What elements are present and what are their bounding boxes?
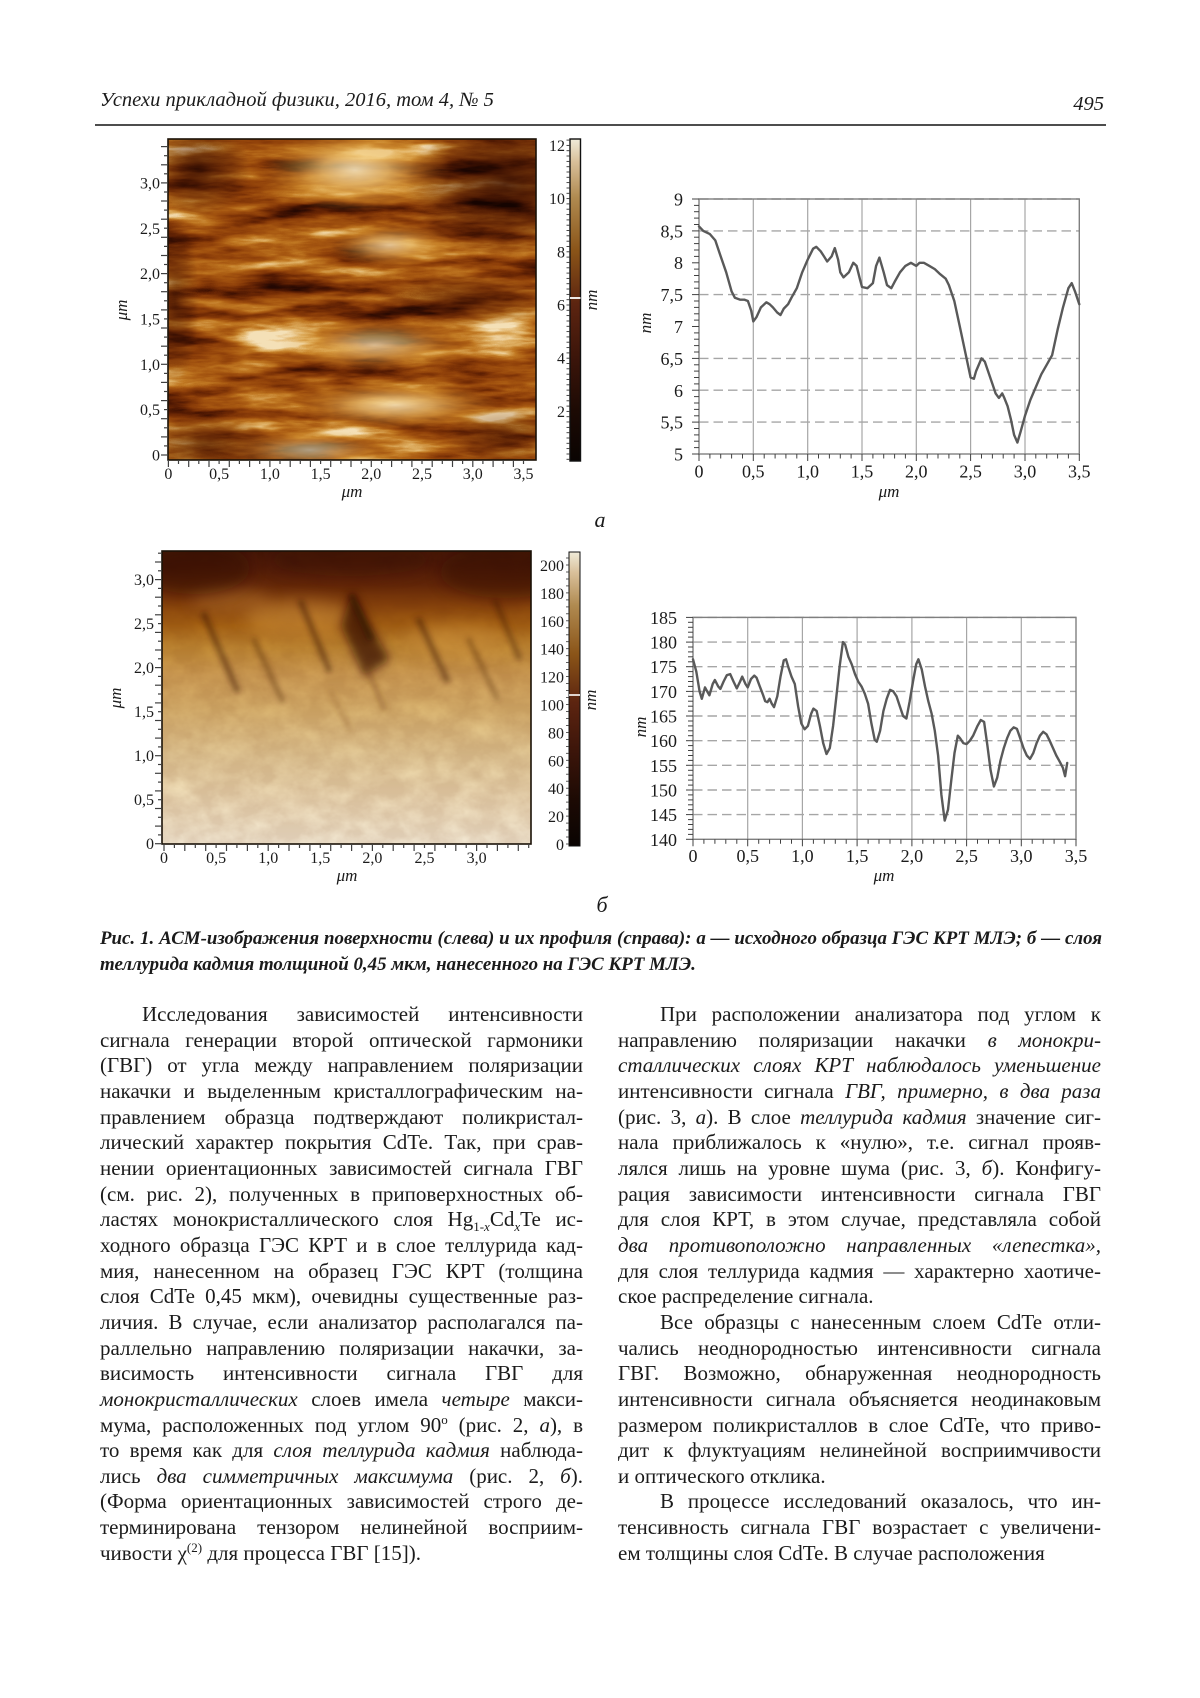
svg-text:0,5: 0,5 xyxy=(206,850,226,867)
svg-text:3,0: 3,0 xyxy=(463,466,483,483)
svg-text:0,5: 0,5 xyxy=(736,846,759,866)
svg-text:8: 8 xyxy=(674,253,683,273)
svg-text:б: б xyxy=(596,892,608,917)
svg-text:nm: nm xyxy=(636,313,655,334)
svg-text:140: 140 xyxy=(650,830,677,850)
svg-text:1,0: 1,0 xyxy=(134,748,154,765)
svg-text:1,5: 1,5 xyxy=(851,462,874,482)
svg-text:3,5: 3,5 xyxy=(1065,846,1088,866)
svg-text:1,5: 1,5 xyxy=(846,846,869,866)
svg-text:1,0: 1,0 xyxy=(140,357,160,374)
svg-text:170: 170 xyxy=(650,682,677,702)
svg-text:155: 155 xyxy=(650,756,677,776)
svg-text:3,0: 3,0 xyxy=(134,572,154,589)
svg-text:0: 0 xyxy=(160,850,168,867)
svg-text:μm: μm xyxy=(106,688,125,710)
svg-text:2,5: 2,5 xyxy=(140,221,160,238)
svg-text:2,5: 2,5 xyxy=(415,850,435,867)
svg-text:40: 40 xyxy=(548,781,564,798)
svg-text:nm: nm xyxy=(582,290,601,311)
svg-text:200: 200 xyxy=(540,558,564,575)
svg-text:180: 180 xyxy=(650,633,677,653)
svg-text:2,0: 2,0 xyxy=(140,266,160,283)
svg-text:0,5: 0,5 xyxy=(209,466,229,483)
svg-text:1,0: 1,0 xyxy=(791,846,814,866)
svg-text:0: 0 xyxy=(695,462,704,482)
svg-text:1,0: 1,0 xyxy=(260,466,280,483)
svg-text:100: 100 xyxy=(540,698,564,715)
svg-text:60: 60 xyxy=(548,753,564,770)
svg-text:3,5: 3,5 xyxy=(1068,462,1091,482)
svg-text:9: 9 xyxy=(674,190,683,210)
svg-text:150: 150 xyxy=(650,781,677,801)
svg-text:2,0: 2,0 xyxy=(362,850,382,867)
svg-text:2,0: 2,0 xyxy=(905,462,928,482)
svg-text:2,0: 2,0 xyxy=(361,466,381,483)
svg-text:3,0: 3,0 xyxy=(1010,846,1033,866)
svg-text:μm: μm xyxy=(341,482,363,501)
svg-text:2,0: 2,0 xyxy=(134,660,154,677)
svg-text:0: 0 xyxy=(164,466,172,483)
svg-text:6: 6 xyxy=(557,298,565,315)
svg-text:0: 0 xyxy=(146,836,154,853)
svg-text:μm: μm xyxy=(873,866,895,885)
svg-text:nm: nm xyxy=(631,717,650,738)
svg-text:3,5: 3,5 xyxy=(514,466,534,483)
svg-text:2,5: 2,5 xyxy=(955,846,978,866)
svg-text:1,0: 1,0 xyxy=(258,850,278,867)
svg-text:165: 165 xyxy=(650,707,677,727)
svg-text:3,0: 3,0 xyxy=(467,850,487,867)
svg-text:6,5: 6,5 xyxy=(661,349,684,369)
svg-text:8: 8 xyxy=(557,244,565,261)
svg-text:а: а xyxy=(595,507,606,532)
svg-text:0: 0 xyxy=(152,448,160,465)
svg-text:0,5: 0,5 xyxy=(140,402,160,419)
svg-text:3,0: 3,0 xyxy=(140,175,160,192)
svg-text:1,5: 1,5 xyxy=(311,466,331,483)
svg-text:1,5: 1,5 xyxy=(140,311,160,328)
svg-text:5: 5 xyxy=(674,445,683,465)
svg-text:160: 160 xyxy=(540,614,564,631)
svg-text:10: 10 xyxy=(549,191,565,208)
svg-text:3,0: 3,0 xyxy=(1014,462,1037,482)
svg-text:20: 20 xyxy=(548,809,564,826)
svg-text:175: 175 xyxy=(650,657,677,677)
svg-text:4: 4 xyxy=(557,351,565,368)
svg-text:180: 180 xyxy=(540,586,564,603)
svg-text:μm: μm xyxy=(112,300,131,322)
svg-text:2,5: 2,5 xyxy=(412,466,432,483)
svg-text:7: 7 xyxy=(674,317,683,337)
svg-text:160: 160 xyxy=(650,731,677,751)
svg-text:μm: μm xyxy=(336,866,358,885)
svg-text:0: 0 xyxy=(556,837,564,854)
svg-text:0,5: 0,5 xyxy=(134,792,154,809)
svg-text:120: 120 xyxy=(540,670,564,687)
svg-text:185: 185 xyxy=(650,608,677,628)
svg-text:0,5: 0,5 xyxy=(742,462,765,482)
svg-text:0: 0 xyxy=(689,846,698,866)
svg-text:1,0: 1,0 xyxy=(796,462,819,482)
svg-text:140: 140 xyxy=(540,642,564,659)
svg-text:2,5: 2,5 xyxy=(134,616,154,633)
svg-text:2,5: 2,5 xyxy=(959,462,982,482)
svg-text:2,0: 2,0 xyxy=(901,846,924,866)
svg-text:μm: μm xyxy=(878,482,900,501)
svg-text:nm: nm xyxy=(581,690,600,711)
svg-text:80: 80 xyxy=(548,725,564,742)
svg-text:1,5: 1,5 xyxy=(310,850,330,867)
svg-text:145: 145 xyxy=(650,805,677,825)
svg-text:2: 2 xyxy=(557,404,565,421)
svg-text:5,5: 5,5 xyxy=(661,413,684,433)
svg-text:1,5: 1,5 xyxy=(134,704,154,721)
svg-text:8,5: 8,5 xyxy=(661,221,684,241)
svg-text:6: 6 xyxy=(674,381,683,401)
svg-text:12: 12 xyxy=(549,138,565,155)
svg-text:7,5: 7,5 xyxy=(661,285,684,305)
